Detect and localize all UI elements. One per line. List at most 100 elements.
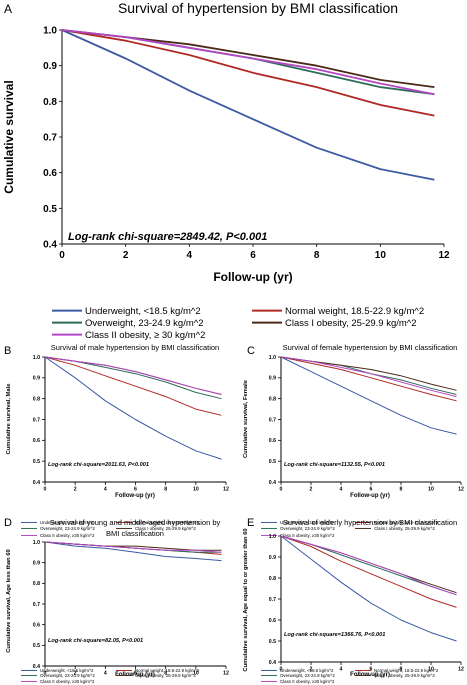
legend-label-overweight: Overweight, 23-24.9 kg/m^2 bbox=[280, 673, 335, 678]
y-tick-label: 1.0 bbox=[269, 355, 276, 361]
series-line-normal bbox=[44, 356, 222, 416]
series-line-obesityii bbox=[44, 356, 222, 395]
y-tick-label: 0.7 bbox=[269, 597, 276, 603]
panel-letter: A bbox=[4, 2, 12, 16]
logrank-annotation: Log-rank chi-square=2849.42, P<0.001 bbox=[68, 231, 267, 243]
chart-title: Survival of female hypertension by BMI c… bbox=[283, 343, 458, 352]
y-tick-label: 0.6 bbox=[269, 438, 276, 444]
y-tick-label: 0.9 bbox=[269, 555, 276, 561]
y-tick-label: 0.8 bbox=[269, 396, 276, 402]
x-tick-label: 0 bbox=[280, 667, 283, 673]
series-line-normal bbox=[61, 29, 435, 117]
legend-label-normal: Normal weight, 18.5-22.9 kg/m^2 bbox=[285, 306, 424, 317]
legend-label-underweight: Underweight, <18.5 kg/m^2 bbox=[40, 520, 94, 525]
y-tick-label: 0.6 bbox=[43, 168, 57, 179]
x-tick-label: 8 bbox=[400, 667, 403, 673]
x-tick-label: 8 bbox=[400, 487, 403, 493]
legend: Underweight, <18.5 kg/m^2 Normal weight, … bbox=[21, 520, 200, 538]
x-tick-label: 12 bbox=[458, 487, 464, 493]
y-tick-label: 0.8 bbox=[43, 97, 57, 108]
y-tick-label: 0.4 bbox=[33, 480, 40, 486]
x-tick-label: 6 bbox=[370, 667, 373, 673]
legend-label-overweight: Overweight, 23-24.9 kg/m^2 bbox=[280, 526, 335, 531]
series-line-underweight bbox=[280, 535, 457, 642]
y-tick-label: 1.0 bbox=[43, 26, 57, 37]
x-tick-label: 0 bbox=[44, 487, 47, 493]
y-tick-label: 0.6 bbox=[33, 622, 40, 628]
legend-label-overweight: Overweight, 23-24.9 kg/m^2 bbox=[40, 673, 95, 678]
x-tick-label: 6 bbox=[134, 671, 137, 677]
y-tick-label: 0.5 bbox=[269, 459, 276, 465]
y-tick-label: 0.8 bbox=[33, 396, 40, 402]
series-line-underweight bbox=[44, 356, 222, 460]
legend-label-overweight: Overweight, 23-24.9 kg/m^2 bbox=[40, 526, 95, 531]
legend-label-obesityi: Class I obesity, 25-29.9 kg/m^2 bbox=[374, 673, 435, 678]
x-tick-label: 8 bbox=[314, 250, 320, 261]
chart-title: Survival of male hypertension by BMI cla… bbox=[51, 343, 219, 352]
legend-label-obesityii: Class II obesity, ≥30 kg/m^2 bbox=[280, 533, 335, 538]
legend-label-obesityii: Class II obesity, ≥ 30 kg/m^2 bbox=[85, 330, 205, 341]
series-line-obesityii bbox=[280, 535, 457, 596]
x-tick-label: 2 bbox=[74, 671, 77, 677]
legend-label-obesityi: Class I obesity, 25-29.9 kg/m^2 bbox=[135, 673, 196, 678]
panel-letter: C bbox=[247, 345, 255, 357]
x-tick-label: 10 bbox=[428, 487, 434, 493]
x-tick-label: 4 bbox=[187, 250, 193, 261]
x-tick-label: 10 bbox=[375, 250, 387, 261]
x-tick-label: 10 bbox=[193, 671, 199, 677]
x-tick-label: 0 bbox=[59, 250, 65, 261]
y-tick-label: 0.7 bbox=[33, 417, 40, 423]
y-tick-label: 1.0 bbox=[33, 540, 40, 546]
panel-letter: B bbox=[4, 345, 11, 357]
y-tick-label: 0.9 bbox=[33, 560, 40, 566]
x-tick-label: 10 bbox=[428, 667, 434, 673]
y-tick-label: 0.8 bbox=[269, 576, 276, 582]
y-tick-label: 0.9 bbox=[43, 61, 57, 72]
panel-letter: E bbox=[247, 517, 254, 529]
y-tick-label: 0.7 bbox=[33, 602, 40, 608]
y-tick-label: 0.7 bbox=[269, 417, 276, 423]
series-line-normal bbox=[280, 535, 457, 608]
panel-e: E Survival of elderly hypertension by BMI… bbox=[243, 517, 464, 684]
y-tick-label: 1.0 bbox=[269, 534, 276, 540]
logrank-annotation: Log-rank chi-square=2011.63, P<0.001 bbox=[48, 462, 149, 468]
y-axis-label: Cumulative survival, Female bbox=[243, 379, 249, 458]
x-axis-label: Follow-up (yr) bbox=[115, 493, 155, 499]
legend: Underweight, <18.5 kg/m^2 Normal weight, … bbox=[52, 306, 424, 341]
y-tick-label: 0.6 bbox=[269, 618, 276, 624]
y-tick-label: 0.4 bbox=[269, 660, 276, 666]
panel-c: C Survival of female hypertension by BMI … bbox=[243, 343, 464, 538]
series-line-obesityii bbox=[280, 356, 457, 398]
x-tick-label: 12 bbox=[223, 671, 229, 677]
series-line-underweight bbox=[44, 541, 222, 562]
y-axis-label: Cumulative survival bbox=[2, 80, 16, 193]
x-tick-label: 2 bbox=[310, 487, 313, 493]
legend-label-underweight: Underweight, <18.5 kg/m^2 bbox=[40, 668, 94, 673]
x-tick-label: 4 bbox=[104, 671, 107, 677]
y-tick-label: 0.5 bbox=[43, 204, 57, 215]
legend: Underweight, <18.5 kg/m^2 Normal weight, … bbox=[261, 520, 439, 538]
x-tick-label: 12 bbox=[438, 250, 450, 261]
x-tick-label: 0 bbox=[280, 487, 283, 493]
legend-label-obesityi: Class I obesity, 25-29.9 kg/m^2 bbox=[374, 526, 435, 531]
x-tick-label: 2 bbox=[310, 667, 313, 673]
y-tick-label: 0.4 bbox=[33, 664, 40, 670]
series-line-obesityii bbox=[44, 541, 222, 553]
x-axis-label: Follow-up (yr) bbox=[213, 270, 292, 284]
chart-title: Survival of elderly hypertension by BMI … bbox=[283, 518, 457, 527]
y-tick-label: 0.4 bbox=[43, 240, 57, 251]
y-tick-label: 0.6 bbox=[33, 438, 40, 444]
panel-d: D Survival of young and middle-aged hyper… bbox=[4, 517, 229, 684]
legend-label-normal: Normal weight, 18.5-22.9 kg/m^2 bbox=[135, 668, 200, 673]
x-tick-label: 4 bbox=[340, 667, 343, 673]
x-tick-label: 6 bbox=[370, 487, 373, 493]
y-axis-label: Cumulative survival, Age equal to or gre… bbox=[243, 528, 249, 671]
legend-label-normal: Normal weight, 18.5-22.9 kg/m^2 bbox=[135, 520, 200, 525]
x-tick-label: 10 bbox=[193, 487, 199, 493]
series-line-normal bbox=[280, 356, 457, 402]
series-line-underweight bbox=[280, 356, 457, 435]
y-tick-label: 0.4 bbox=[269, 480, 276, 486]
panel-b: B Survival of male hypertension by BMI cl… bbox=[4, 343, 229, 538]
y-tick-label: 0.8 bbox=[33, 581, 40, 587]
legend-label-normal: Normal weight, 18.5-22.9 kg/m^2 bbox=[374, 668, 439, 673]
